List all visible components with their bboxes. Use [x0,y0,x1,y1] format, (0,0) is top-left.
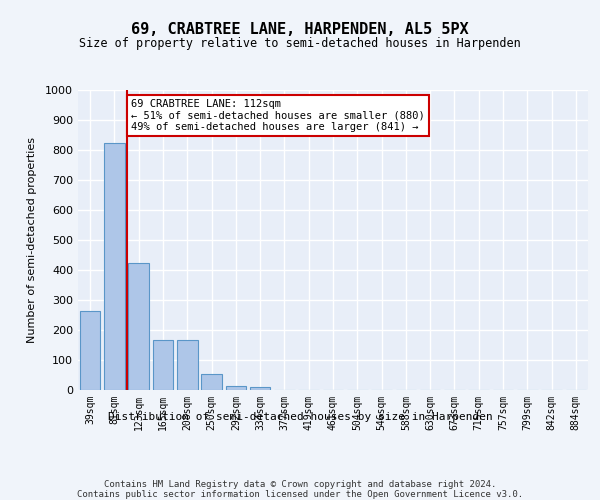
Bar [201,374,222,390]
Text: Distribution of semi-detached houses by size in Harpenden: Distribution of semi-detached houses by … [107,412,493,422]
Bar [177,340,197,390]
Bar [152,340,173,390]
Bar [80,310,100,390]
Text: 69, CRABTREE LANE, HARPENDEN, AL5 5PX: 69, CRABTREE LANE, HARPENDEN, AL5 5PX [131,22,469,38]
Y-axis label: Number of semi-detached properties: Number of semi-detached properties [27,137,37,343]
Text: Contains HM Land Registry data © Crown copyright and database right 2024.
Contai: Contains HM Land Registry data © Crown c… [77,480,523,500]
Text: Size of property relative to semi-detached houses in Harpenden: Size of property relative to semi-detach… [79,38,521,51]
Bar [226,386,246,390]
Bar [250,387,271,390]
Text: 69 CRABTREE LANE: 112sqm
← 51% of semi-detached houses are smaller (880)
49% of : 69 CRABTREE LANE: 112sqm ← 51% of semi-d… [131,99,425,132]
Bar [128,262,149,390]
Bar [104,142,125,390]
